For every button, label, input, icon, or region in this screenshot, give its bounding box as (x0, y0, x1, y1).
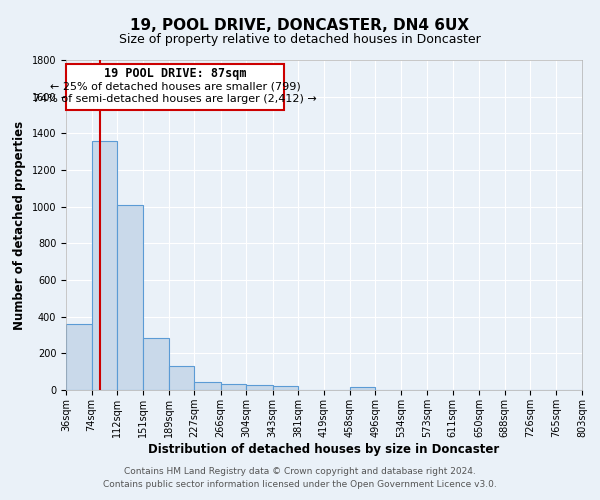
Text: 74% of semi-detached houses are larger (2,412) →: 74% of semi-detached houses are larger (… (33, 94, 317, 104)
Text: 19 POOL DRIVE: 87sqm: 19 POOL DRIVE: 87sqm (104, 67, 246, 80)
Bar (350, 386, 376, 390)
Y-axis label: Number of detached properties: Number of detached properties (13, 120, 26, 330)
Text: Size of property relative to detached houses in Doncaster: Size of property relative to detached ho… (119, 32, 481, 46)
Bar (221, 384, 246, 390)
Text: ← 25% of detached houses are smaller (799): ← 25% of detached houses are smaller (79… (50, 82, 301, 92)
Bar (272, 386, 298, 390)
Bar (92, 140, 117, 390)
Bar (117, 205, 143, 390)
Text: Contains HM Land Registry data © Crown copyright and database right 2024.
Contai: Contains HM Land Registry data © Crown c… (103, 468, 497, 489)
Bar (143, 338, 169, 390)
Bar (194, 382, 221, 390)
Bar (66, 324, 92, 390)
Bar (246, 384, 272, 390)
Text: 19, POOL DRIVE, DONCASTER, DN4 6UX: 19, POOL DRIVE, DONCASTER, DN4 6UX (130, 18, 470, 32)
X-axis label: Distribution of detached houses by size in Doncaster: Distribution of detached houses by size … (148, 442, 500, 456)
Bar (169, 366, 194, 390)
FancyBboxPatch shape (66, 64, 284, 110)
